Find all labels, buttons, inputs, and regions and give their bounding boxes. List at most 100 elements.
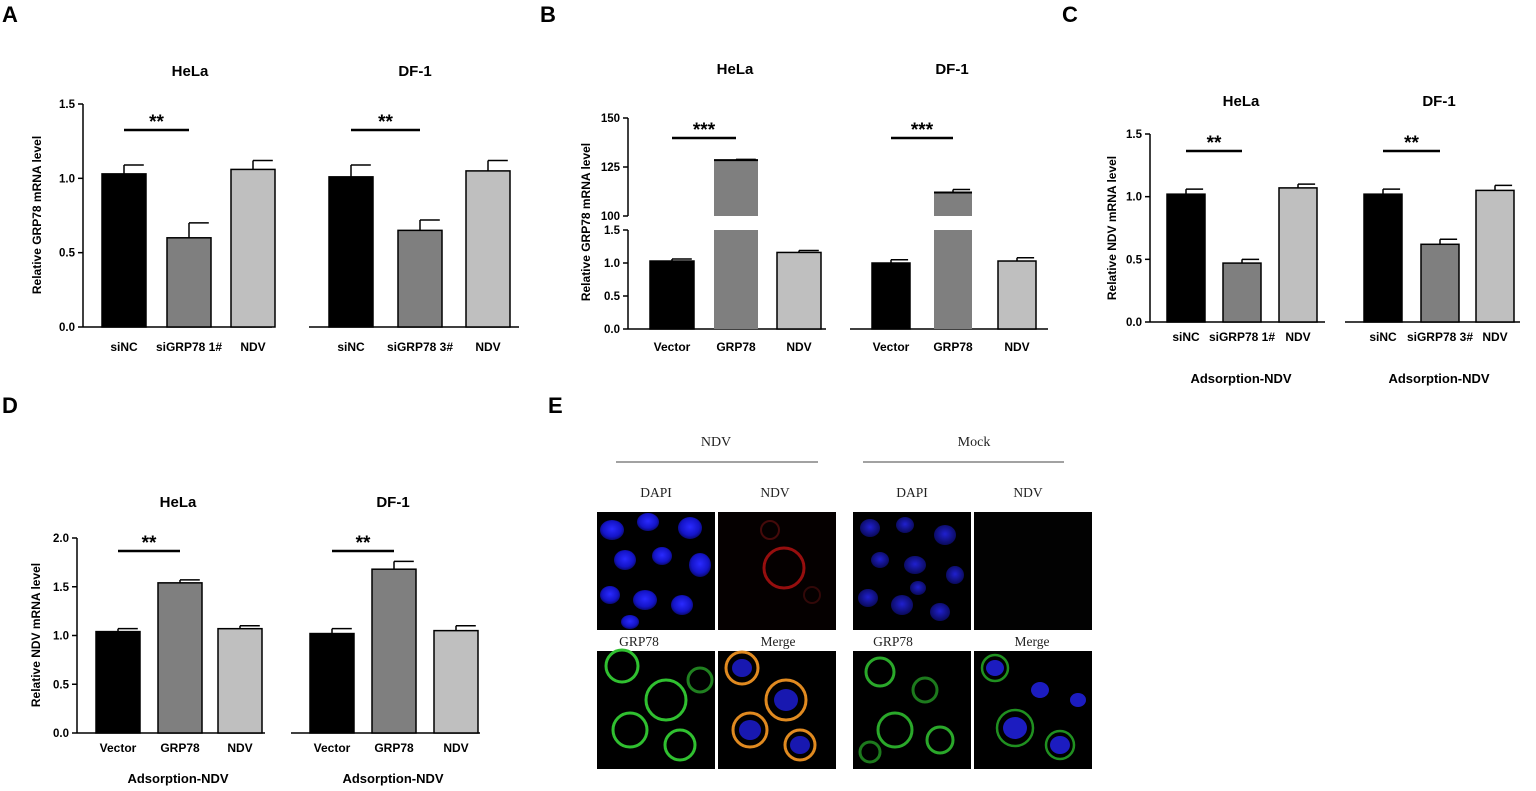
panel-c-category-label-0-0: siNC xyxy=(1172,330,1200,344)
group-label-ndv: NDV xyxy=(701,435,731,450)
panel-b-bar-upper-1-1 xyxy=(934,192,972,216)
panel-b-y-tick-label: 0.0 xyxy=(604,324,620,336)
panel-d-category-label-0-2: NDV xyxy=(227,741,252,755)
panel-label-d: D xyxy=(2,393,18,418)
panel-b-y-tick-label: 1.5 xyxy=(604,225,621,237)
image-ndv-merge xyxy=(718,650,836,769)
panel-d-category-label-0-1: GRP78 xyxy=(160,741,200,755)
col-label-ndv-2: NDV xyxy=(1013,485,1042,500)
panel-a-significance-0: ** xyxy=(149,112,164,133)
panel-a-category-label-0-0: siNC xyxy=(110,340,138,354)
image-mock-grp78 xyxy=(853,651,971,769)
panel-d-bar-df-1-2 xyxy=(433,629,479,734)
row2-label-grp78-1: GRP78 xyxy=(619,634,659,649)
panel-a-category-label-0-2: NDV xyxy=(240,340,265,354)
panel-b-category-label-1-0: Vector xyxy=(873,340,910,354)
image-ndv-grp78 xyxy=(597,648,715,769)
panel-c-bar-hela-0 xyxy=(1166,193,1206,323)
panel-b-y-tick-label: 100 xyxy=(601,211,620,223)
panel-d-y-tick-label: 1.5 xyxy=(53,582,70,594)
image-ndv-dapi xyxy=(597,512,715,630)
panel-b-category-label-1-2: NDV xyxy=(1004,340,1029,354)
panel-b-category-label-0-0: Vector xyxy=(654,340,691,354)
panel-e-microscopy: NDV Mock DAPI NDV DAPI NDV GRP78 Merge G… xyxy=(597,435,1092,769)
bar-charts: 0.0 0.5 1.0 1.5 Relative GRP78 mRNA level HeL… xyxy=(29,61,1520,786)
panel-b-significance-1: *** xyxy=(911,120,934,141)
panel-c-bar-df-1-1 xyxy=(1420,243,1460,323)
panel-c-significance-0: ** xyxy=(1207,133,1222,154)
panel-d-bar-df-1-0 xyxy=(309,632,355,734)
panel-c-category-label-0-1: siGRP78 1# xyxy=(1209,330,1275,344)
panel-b-bar-0-2 xyxy=(776,251,822,330)
panel-c-subplot-title-0: HeLa xyxy=(1223,93,1260,110)
panel-d-bar-hela-2 xyxy=(217,627,263,734)
panel-a-bar-df-1-0 xyxy=(328,176,374,328)
panel-a-bar-hela-0 xyxy=(101,173,147,328)
image-ndv-red xyxy=(718,512,836,630)
panel-b-y-tick-label: 1.0 xyxy=(604,258,620,270)
panel-c-bar-hela-2 xyxy=(1278,187,1318,323)
col-label-dapi-1: DAPI xyxy=(640,485,672,500)
panel-a-significance-1: ** xyxy=(378,112,393,133)
panel-d-y-tick-label: 0.0 xyxy=(53,728,69,740)
panel-c-y-tick-label: 0.5 xyxy=(1126,254,1143,266)
panel-b-y-tick-label: 125 xyxy=(601,162,621,174)
panel-c-y-tick-label: 0.0 xyxy=(1126,317,1142,329)
panel-c-significance-1: ** xyxy=(1404,133,1419,154)
panel-b-bar-lower-1-1 xyxy=(934,230,972,329)
panel-d-category-label-0-0: Vector xyxy=(100,741,137,755)
panel-b-category-label-0-1: GRP78 xyxy=(716,340,756,354)
panel-b-y-axis-label: Relative GRP78 mRNA level xyxy=(579,143,593,301)
panel-label-b: B xyxy=(540,2,556,27)
panel-c-y-axis-label: Relative NDV mRNA level xyxy=(1105,156,1119,300)
panel-b-y-tick-label: 0.5 xyxy=(604,291,621,303)
panel-b-category-label-0-2: NDV xyxy=(786,340,811,354)
panel-c-y-tick-label: 1.0 xyxy=(1126,192,1142,204)
panel-c-bar-df-1-2 xyxy=(1475,189,1515,323)
panel-d-x-axis-label-0: Adsorption-NDV xyxy=(127,771,228,786)
panel-d-category-label-1-0: Vector xyxy=(314,741,351,755)
panel-d-subplot-title-0: HeLa xyxy=(160,494,197,511)
panel-b-subplot-title-1: DF-1 xyxy=(935,61,968,78)
panel-b-bar-upper-0-1 xyxy=(714,160,758,216)
row2-label-merge-1: Merge xyxy=(761,634,796,649)
panel-a-bar-hela-2 xyxy=(230,168,276,328)
row2-label-merge-2: Merge xyxy=(1015,634,1050,649)
panel-d-y-tick-label: 0.5 xyxy=(53,679,70,691)
panel-d-x-axis-label-1: Adsorption-NDV xyxy=(342,771,443,786)
panel-a-category-label-1-2: NDV xyxy=(475,340,500,354)
panel-c-bar-hela-1 xyxy=(1222,262,1262,323)
image-mock-dapi xyxy=(853,512,971,630)
panel-d-bar-df-1-1 xyxy=(371,568,417,734)
panel-d-y-tick-label: 1.0 xyxy=(53,631,69,643)
panel-d-y-axis-label: Relative NDV mRNA level xyxy=(29,563,43,707)
panel-a-category-label-1-1: siGRP78 3# xyxy=(387,340,453,354)
panel-c-y-tick-label: 1.5 xyxy=(1126,129,1143,141)
panel-c-category-label-1-1: siGRP78 3# xyxy=(1407,330,1473,344)
panel-a-y-tick-label: 0.0 xyxy=(59,322,75,334)
panel-b-bar-0-0 xyxy=(649,260,695,330)
panel-a-subplot-title-1: DF-1 xyxy=(398,63,431,80)
panel-c-subplot-title-1: DF-1 xyxy=(1422,93,1455,110)
row2-label-grp78-2: GRP78 xyxy=(873,634,913,649)
panel-a-bar-hela-1 xyxy=(166,237,212,328)
image-mock-ndv xyxy=(974,512,1092,630)
panel-d-y-tick-label: 2.0 xyxy=(53,533,69,545)
panel-b-category-label-1-1: GRP78 xyxy=(933,340,973,354)
panel-c-x-axis-label-0: Adsorption-NDV xyxy=(1190,371,1291,386)
panel-a-y-tick-label: 1.5 xyxy=(59,99,76,111)
panel-c-category-label-1-0: siNC xyxy=(1369,330,1397,344)
panel-b-subplot-title-0: HeLa xyxy=(717,61,754,78)
panel-a-y-tick-label: 0.5 xyxy=(59,248,76,260)
panel-a-y-axis-label: Relative GRP78 mRNA level xyxy=(30,136,44,294)
panel-a-y-tick-label: 1.0 xyxy=(59,173,75,185)
panel-d-significance-1: ** xyxy=(356,533,371,554)
panel-label-a: A xyxy=(2,2,18,27)
panel-a-subplot-title-0: HeLa xyxy=(172,63,209,80)
panel-a-category-label-1-0: siNC xyxy=(337,340,365,354)
panel-b-significance-0: *** xyxy=(693,120,716,141)
panel-a-category-label-0-1: siGRP78 1# xyxy=(156,340,222,354)
panel-d-category-label-1-1: GRP78 xyxy=(374,741,414,755)
panel-a-bar-df-1-1 xyxy=(397,229,443,328)
